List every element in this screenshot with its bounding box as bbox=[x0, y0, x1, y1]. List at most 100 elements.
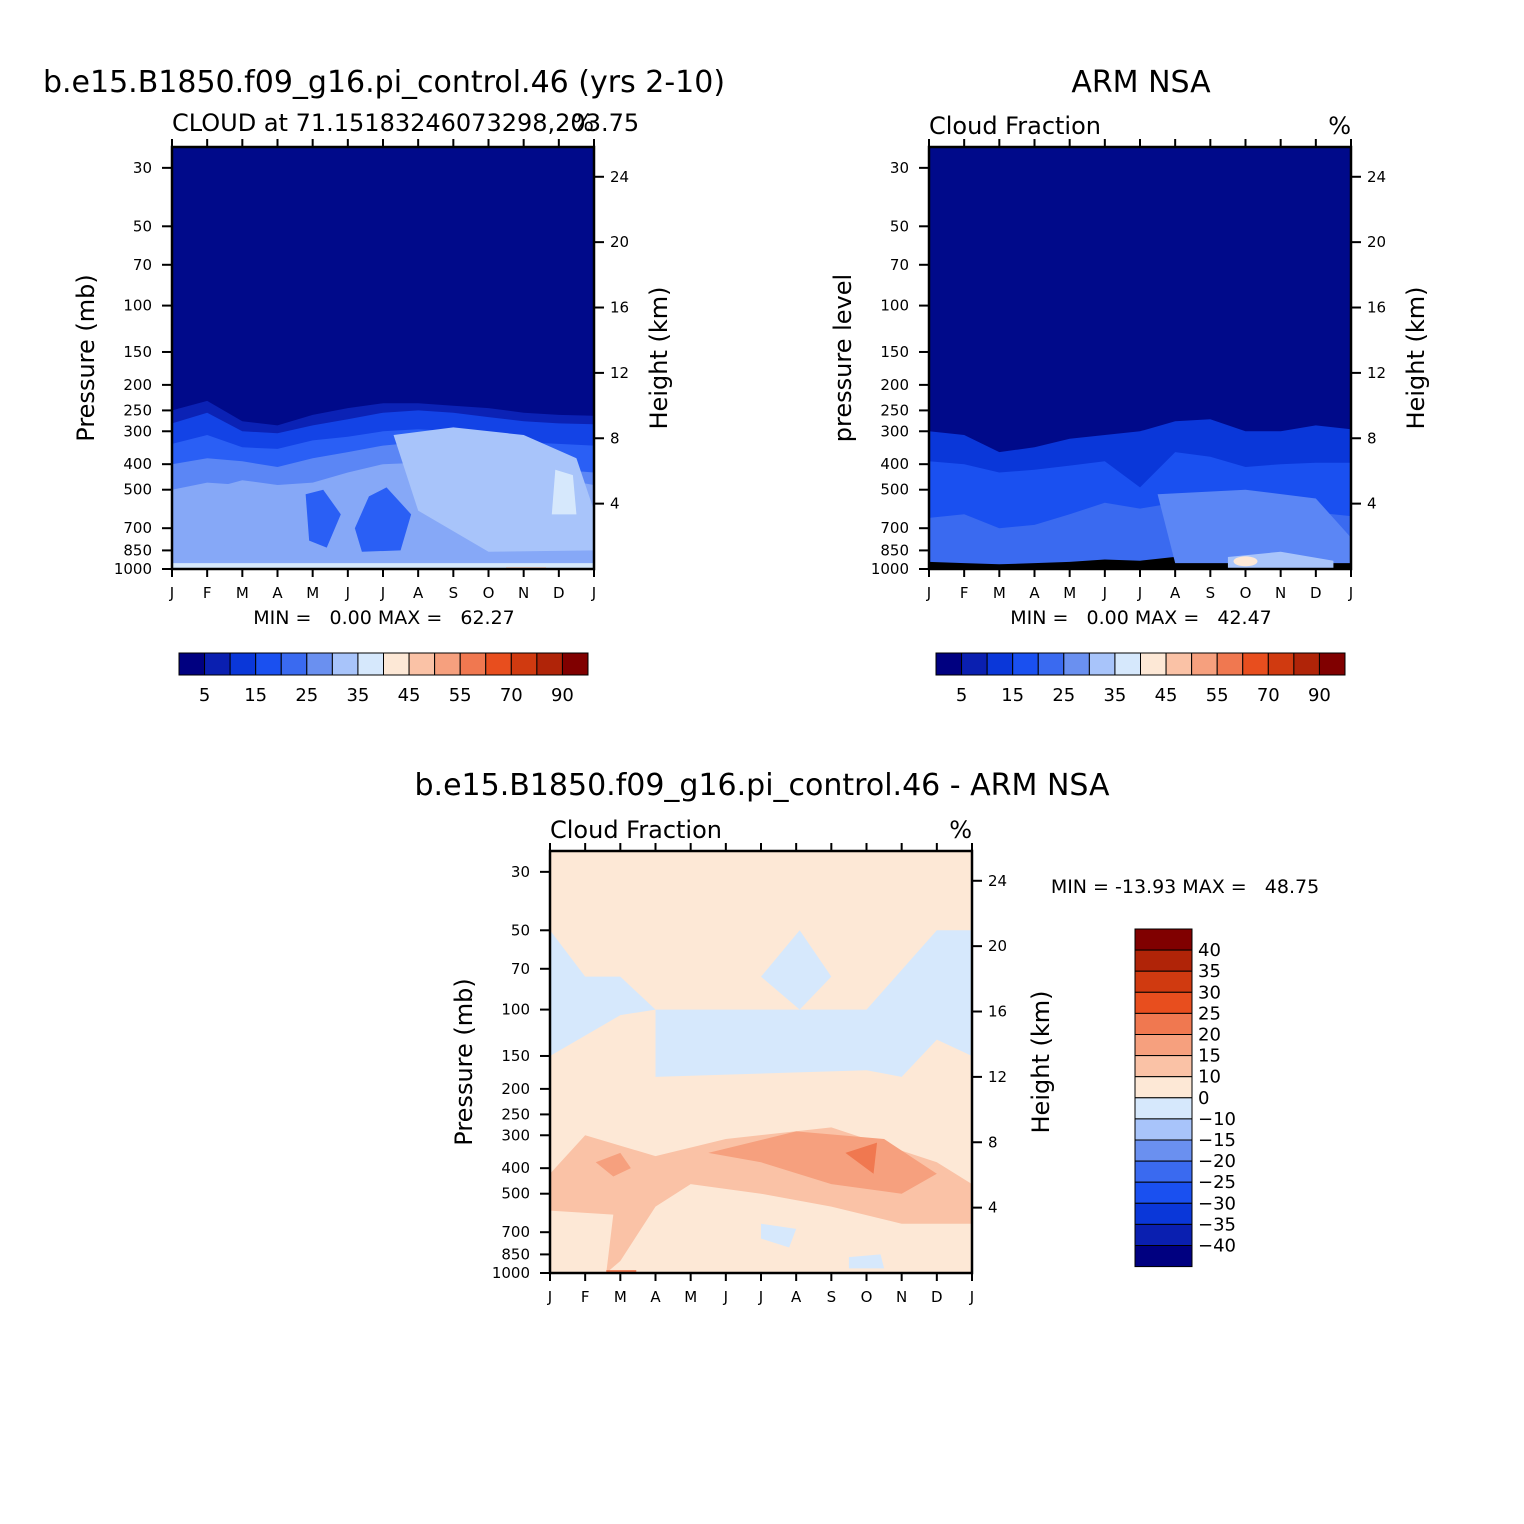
panel-obs-ytick-label: 500 bbox=[880, 481, 909, 499]
panel-model-blob bbox=[393, 427, 594, 552]
panel-model-blob bbox=[551, 469, 577, 515]
panel-model-colorbar-swatch bbox=[383, 652, 410, 676]
panel-model-ytick-label: 400 bbox=[123, 455, 152, 473]
panel-diff-xtick-label: O bbox=[861, 1288, 873, 1306]
panel-diff-plot: J F M A M J J A S O N D J 30 50 70 100 150 200 250 300 400 500… bbox=[492, 843, 1007, 1306]
panel-diff-colorbar-swatch bbox=[1134, 928, 1193, 951]
panel-model-colorbar-label: 90 bbox=[551, 685, 574, 706]
panel-model-plot: J F M A M J J A S O N D J 30 50 70 100 150 200 250 300 400 500… bbox=[114, 139, 629, 602]
panel-model-colorbar-label: 25 bbox=[295, 685, 318, 706]
panel-diff-colorbar-label: −20 bbox=[1198, 1151, 1236, 1172]
panel-model-title: b.e15.B1850.f09_g16.pi_control.46 (yrs 2… bbox=[43, 65, 725, 100]
panel-model-xtick-label: O bbox=[483, 584, 495, 602]
panel-diff-xtick-label: F bbox=[581, 1288, 590, 1306]
panel-model-ytick-label: 150 bbox=[123, 343, 152, 361]
panel-diff-htick-label: 20 bbox=[988, 937, 1007, 955]
panel-diff-colorbar-label: 25 bbox=[1198, 1003, 1221, 1024]
panel-model-colorbar-swatch bbox=[204, 652, 231, 676]
panel-obs-htick-label: 4 bbox=[1367, 495, 1377, 513]
panel-diff-ylabel: Pressure (mb) bbox=[450, 978, 478, 1145]
panel-obs-xtick-label: D bbox=[1310, 584, 1322, 602]
panel-obs-ylabel-right: Height (km) bbox=[1402, 287, 1430, 430]
panel-diff-pos2 bbox=[708, 1131, 937, 1194]
panel-model-ytick-label: 70 bbox=[133, 256, 152, 274]
panel-model-xtick-label: S bbox=[449, 584, 459, 602]
panel-diff-ylabel-right: Height (km) bbox=[1027, 991, 1055, 1134]
panel-obs-colorbar-label: 15 bbox=[1001, 685, 1024, 706]
panel-model-blob bbox=[354, 487, 412, 552]
panel-diff-colorbar-label: 10 bbox=[1198, 1067, 1221, 1088]
panel-diff-ytick-label: 250 bbox=[501, 1105, 530, 1123]
panel-model-xtick-label: N bbox=[518, 584, 529, 602]
panel-diff-ytick-label: 850 bbox=[501, 1245, 530, 1263]
panel-obs-colorbar-swatch bbox=[1216, 652, 1244, 676]
panel-model-ytick-label: 50 bbox=[133, 217, 152, 235]
panel-model-ytick-label: 100 bbox=[123, 297, 152, 315]
panel-diff-xtick-label: M bbox=[614, 1288, 627, 1306]
panel-model: b.e15.B1850.f09_g16.pi_control.46 (yrs 2… bbox=[43, 65, 725, 706]
panel-obs-plot: J F M A M J J A S O N D J 30 50 70 100 150 200 250 300 400 500… bbox=[871, 139, 1386, 602]
panel-obs-xtick-label: M bbox=[1063, 584, 1076, 602]
panel-obs-colorbar-label: 5 bbox=[956, 685, 967, 706]
panel-obs-colorbar-swatch bbox=[935, 652, 963, 676]
panel-model-colorbar-swatch bbox=[255, 652, 282, 676]
panel-diff: b.e15.B1850.f09_g16.pi_control.46 - ARM … bbox=[414, 768, 1319, 1306]
panel-model-ytick-label: 700 bbox=[123, 519, 152, 537]
panel-diff-colorbar-swatch bbox=[1134, 1245, 1193, 1268]
panel-model-surface bbox=[172, 563, 594, 569]
panel-obs-colorbar-label: 70 bbox=[1257, 685, 1280, 706]
panel-obs-xtick-label: S bbox=[1206, 584, 1216, 602]
panel-model-colorbar-swatch bbox=[510, 652, 538, 676]
panel-obs-colorbar-swatch bbox=[1037, 652, 1065, 676]
panel-model-ytick-label: 300 bbox=[123, 422, 152, 440]
panel-obs-colorbar-swatch bbox=[1165, 652, 1193, 676]
panel-diff-ytick-label: 50 bbox=[511, 921, 530, 939]
panel-model-xtick-label: J bbox=[169, 584, 174, 602]
panel-obs-htick-label: 8 bbox=[1367, 429, 1377, 447]
panel-model-colorbar-swatch bbox=[178, 652, 206, 676]
panel-model-xtick-label: J bbox=[380, 584, 385, 602]
panel-model-blob bbox=[305, 489, 341, 548]
panel-obs-units: % bbox=[1328, 112, 1351, 140]
panel-diff-colorbar-swatch bbox=[1134, 970, 1193, 993]
panel-obs-ytick-label: 250 bbox=[880, 401, 909, 419]
panel-diff-htick-label: 24 bbox=[988, 872, 1007, 890]
panel-diff-colorbar-label: 20 bbox=[1198, 1025, 1221, 1046]
panel-diff-neg bbox=[761, 930, 832, 1010]
panel-diff-colorbar-label: −35 bbox=[1198, 1214, 1236, 1235]
panel-model-ytick-label: 500 bbox=[123, 481, 152, 499]
panel-obs-ytick-label: 30 bbox=[890, 159, 909, 177]
panel-diff-xtick-label: J bbox=[723, 1288, 728, 1306]
panel-model-colorbar-label: 45 bbox=[398, 685, 421, 706]
panel-obs-xtick-label: N bbox=[1275, 584, 1286, 602]
panel-model-ylabel-right: Height (km) bbox=[645, 287, 673, 430]
panel-diff-colorbar-swatch bbox=[1134, 1160, 1193, 1183]
panel-model-colorbar-swatch bbox=[331, 652, 359, 676]
panel-model-xtick-label: F bbox=[203, 584, 212, 602]
panel-model-ytick-label: 1000 bbox=[114, 560, 152, 578]
panel-obs-xtick-label: A bbox=[1170, 584, 1181, 602]
panel-diff-colorbar-swatch bbox=[1134, 1223, 1193, 1247]
panel-model-ytick-label: 30 bbox=[133, 159, 152, 177]
panel-model-colorbar-label: 55 bbox=[449, 685, 472, 706]
panel-obs-colorbar-swatch bbox=[1140, 652, 1167, 676]
panel-diff-title: b.e15.B1850.f09_g16.pi_control.46 - ARM … bbox=[414, 768, 1110, 803]
panel-diff-subtitle: Cloud Fraction bbox=[550, 816, 722, 844]
panel-diff-colorbar-label: −25 bbox=[1198, 1172, 1236, 1193]
panel-obs-colorbar-swatch bbox=[1191, 652, 1218, 676]
panel-obs-stats: MIN = 0.00 MAX = 42.47 bbox=[1010, 607, 1272, 629]
panel-model-htick-label: 8 bbox=[610, 429, 620, 447]
panel-obs-xtick-label: F bbox=[960, 584, 969, 602]
panel-diff-colorbar-label: 15 bbox=[1198, 1046, 1221, 1067]
panel-diff-neg bbox=[550, 930, 656, 1056]
panel-model-colorbar-swatch bbox=[434, 652, 461, 676]
panel-model-xtick-label: M bbox=[236, 584, 249, 602]
panel-model-colorbar-swatch bbox=[229, 652, 257, 676]
panel-obs-blob bbox=[1157, 489, 1351, 564]
panel-model-ytick-label: 850 bbox=[123, 541, 152, 559]
panel-obs-colorbar-label: 45 bbox=[1155, 685, 1178, 706]
panel-diff-neg bbox=[848, 1254, 885, 1269]
panel-model-colorbar-label: 5 bbox=[199, 685, 210, 706]
panel-obs-xtick-label: J bbox=[1102, 584, 1107, 602]
panel-obs-ytick-label: 300 bbox=[880, 422, 909, 440]
